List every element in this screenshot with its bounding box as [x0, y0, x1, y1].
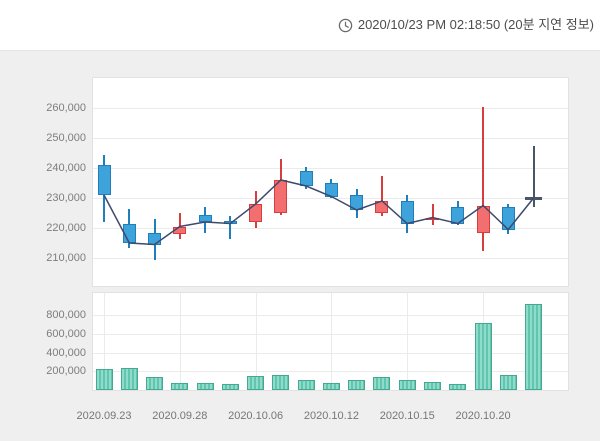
volume-gridline — [93, 333, 568, 335]
doji-candle-wick — [532, 145, 535, 207]
volume-gridline — [93, 352, 568, 354]
timestamp-text: 2020/10/23 PM 02:18:50 (20분 지연 정보) — [357, 17, 594, 32]
volume-bar — [95, 369, 113, 390]
clock-icon — [338, 18, 353, 33]
volume-vertical-gridline — [104, 293, 105, 390]
quote-timestamp: 2020/10/23 PM 02:18:50 (20분 지연 정보) — [338, 15, 594, 35]
volume-tick-label: 200,000 — [46, 365, 86, 378]
volume-tick-label: 800,000 — [46, 309, 86, 322]
date-tick-label: 2020.10.06 — [228, 410, 284, 422]
date-tick-label: 2020.10.20 — [455, 410, 511, 422]
volume-bar — [398, 379, 416, 390]
volume-bar — [525, 303, 543, 390]
price-tick-label: 230,000 — [46, 192, 86, 204]
volume-gridline — [93, 371, 568, 373]
volume-tick-label: 600,000 — [46, 327, 86, 340]
volume-vertical-gridline — [407, 293, 408, 390]
date-tick-label: 2020.09.28 — [152, 410, 208, 422]
price-gridline — [93, 228, 568, 229]
volume-vertical-gridline — [256, 293, 257, 390]
volume-bar — [449, 383, 467, 390]
price-tick-label: 250,000 — [46, 132, 86, 144]
date-tick-label: 2020.10.15 — [379, 410, 435, 422]
volume-gridline — [93, 315, 568, 317]
volume-bar — [120, 367, 138, 390]
price-gridline — [93, 138, 568, 139]
volume-bar — [146, 376, 164, 390]
price-chart-panel — [92, 77, 569, 287]
volume-bar — [322, 382, 340, 390]
volume-bar — [499, 375, 517, 390]
date-tick-label: 2020.10.12 — [303, 410, 359, 422]
volume-bar — [221, 383, 239, 390]
volume-bar — [474, 322, 492, 390]
volume-tick-label: 400,000 — [46, 346, 86, 359]
volume-bar — [272, 375, 290, 390]
price-tick-label: 210,000 — [46, 252, 86, 264]
header-bar: 2020/10/23 PM 02:18:50 (20분 지연 정보) — [0, 0, 600, 50]
volume-bar — [297, 379, 315, 390]
volume-bar — [424, 382, 441, 390]
volume-bar — [373, 376, 391, 390]
volume-vertical-gridline — [180, 293, 181, 390]
volume-bar — [247, 375, 265, 390]
price-gridline — [93, 168, 568, 169]
candle-wick — [482, 106, 485, 251]
price-tick-label: 220,000 — [46, 222, 86, 234]
volume-bar — [171, 382, 189, 390]
chart-area-background: 260,000 250,000 240,000 230,000 220,000 210,0… — [0, 50, 600, 441]
price-tick-label: 240,000 — [46, 162, 86, 174]
close-price-line — [103, 179, 535, 246]
price-tick-label: 260,000 — [46, 102, 86, 114]
price-gridline — [93, 198, 568, 199]
volume-vertical-gridline — [331, 293, 332, 390]
volume-chart-panel — [92, 292, 569, 391]
candle-wick — [229, 216, 232, 239]
price-gridline — [93, 258, 568, 259]
candle-body — [97, 165, 111, 195]
date-tick-label: 2020.09.23 — [76, 410, 132, 422]
volume-bar — [196, 382, 214, 390]
candle-wick — [380, 175, 383, 216]
volume-bar — [348, 379, 366, 390]
candle-wick — [431, 204, 434, 225]
price-gridline — [93, 108, 568, 109]
